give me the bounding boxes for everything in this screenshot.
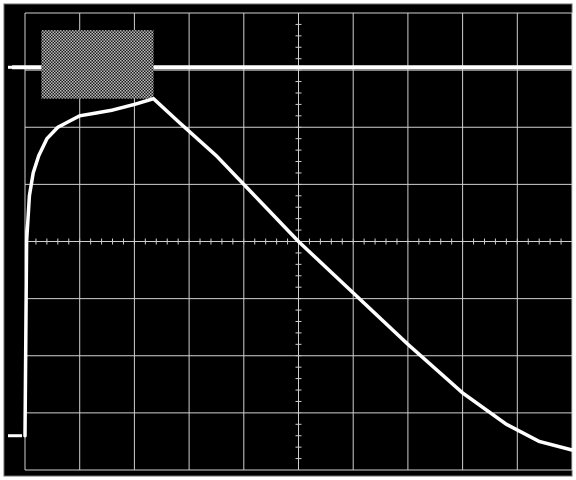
digital-burst-region xyxy=(41,30,153,99)
burst-block xyxy=(41,30,153,99)
